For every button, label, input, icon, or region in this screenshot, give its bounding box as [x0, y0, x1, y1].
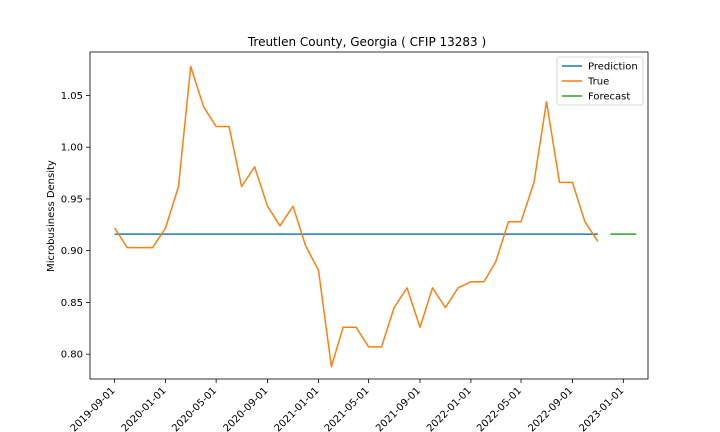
y-tick-label: 1.00	[61, 143, 83, 154]
plot-frame	[89, 51, 649, 380]
x-tick-label: 2023-01-01	[577, 385, 626, 432]
series-line-true	[113, 65, 599, 368]
x-tick-label: 2020-09-01	[222, 385, 271, 432]
chart-title: Treutlen County, Georgia ( CFIP 13283 )	[247, 35, 486, 49]
series-layer	[113, 65, 637, 368]
x-tick-label: 2020-05-01	[170, 385, 219, 432]
x-tick-label: 2019-09-01	[69, 385, 118, 432]
x-tick-label: 2021-01-01	[273, 385, 322, 432]
legend-label: Prediction	[588, 62, 638, 73]
legend-label: Forecast	[588, 92, 630, 103]
y-tick-label: 0.90	[61, 246, 83, 257]
y-tick-label: 1.05	[61, 91, 83, 102]
x-tick-label: 2022-01-01	[425, 385, 474, 432]
y-tick-label: 0.95	[61, 194, 83, 205]
y-tick-label: 0.80	[61, 350, 83, 361]
x-tick-label: 2020-01-01	[120, 385, 169, 432]
legend-box	[556, 56, 644, 106]
legend-label: True	[587, 77, 609, 88]
x-tick-label: 2021-09-01	[374, 385, 423, 432]
y-tick-label: 0.85	[61, 298, 83, 309]
y-axis-label: Microbusiness Density	[46, 160, 57, 272]
x-tick-label: 2021-05-01	[323, 385, 372, 432]
legend: Prediction True Forecast	[556, 56, 644, 106]
x-tick-label: 2022-09-01	[527, 385, 576, 432]
x-tick-label: 2022-05-01	[475, 385, 524, 432]
